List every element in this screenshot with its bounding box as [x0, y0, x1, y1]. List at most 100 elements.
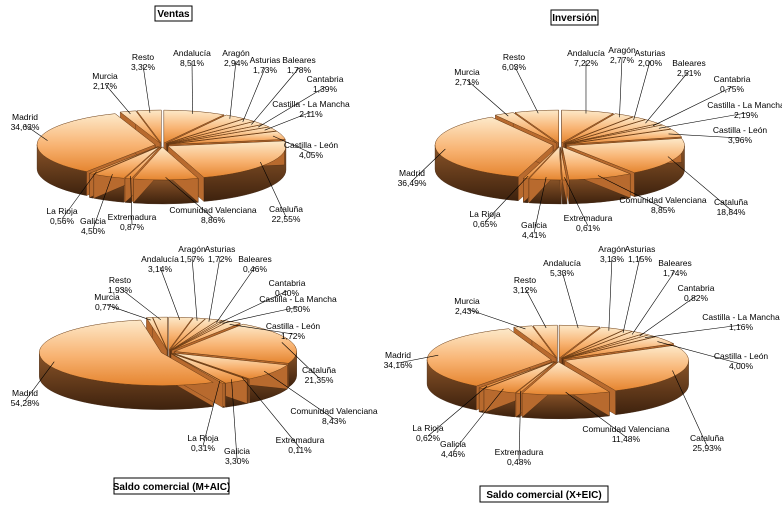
slice-label-name: Cataluña: [690, 433, 724, 443]
slice-label-name: Aragón: [608, 45, 636, 55]
slice-extremadura: [172, 353, 250, 380]
slice-label-value: 1,74%: [663, 268, 688, 278]
slice-label-name: Castilla - León: [713, 125, 768, 135]
slice-label-value: 3,12%: [513, 285, 538, 295]
leader-line: [668, 133, 741, 139]
slice-label-value: 2,11%: [299, 109, 323, 119]
chart-title-text: Inversión: [552, 13, 596, 24]
slice-label-name: Comunidad Valenciana: [169, 205, 257, 215]
slice-label-value: 4,50%: [81, 226, 106, 236]
slice-label-name: Cantabria: [307, 74, 344, 84]
slice-resto: [136, 109, 162, 144]
slice-galicia: [92, 146, 160, 179]
leader-line: [208, 256, 221, 322]
slice-label-name: Galicia: [80, 216, 106, 226]
slice-asturias: [561, 329, 634, 359]
leader-line: [565, 391, 627, 438]
slice-label-value: 0,62%: [416, 433, 441, 443]
slice-label-name: Galicia: [224, 446, 250, 456]
leader-line: [119, 287, 161, 321]
slice-label-name: Madrid: [385, 350, 411, 360]
slice-label-name: Comunidad Valenciana: [619, 195, 707, 205]
leader-line: [263, 370, 335, 420]
slice-label-name: Castilla - León: [266, 321, 321, 331]
slice-label-name: Extremadura: [495, 447, 544, 457]
slice-label-name: Baleares: [658, 258, 692, 268]
slice-label-name: La Rioja: [412, 423, 443, 433]
slice-label-name: Comunidad Valenciana: [290, 406, 378, 416]
slice-label-value: 0,11%: [288, 445, 312, 455]
slice-label-value: 0,40%: [275, 288, 300, 298]
slice-murcia: [494, 112, 558, 144]
slice-label-name: Andalucía: [141, 254, 179, 264]
leader-line: [561, 270, 579, 329]
leader-line: [452, 388, 504, 453]
slice-label-value: 7,22%: [574, 58, 599, 68]
slice-label-value: 8,43%: [322, 416, 347, 426]
slice-castilla-leon: [566, 128, 683, 145]
slice-label-name: Castilla - La Mancha: [702, 312, 780, 322]
leader-line: [159, 266, 181, 321]
chart-title-box: [113, 477, 230, 495]
leader-line: [241, 377, 301, 449]
leader-line: [667, 156, 732, 211]
leader-line: [484, 175, 529, 223]
leader-line: [411, 148, 446, 182]
slice-label-name: Castilla - La Mancha: [259, 294, 337, 304]
leader-line: [242, 67, 266, 123]
slice-resto: [532, 324, 558, 359]
slice-label-value: 6,03%: [502, 62, 527, 72]
leader-line: [518, 390, 522, 461]
slice-label-name: Castilla - León: [714, 351, 769, 361]
slice-label-name: Baleares: [282, 55, 316, 65]
slice-castilla-la-mancha: [562, 334, 657, 359]
slice-label-name: Madrid: [12, 112, 38, 122]
leader-line: [631, 270, 676, 335]
slice-castilla-leon: [171, 320, 242, 351]
leader-line: [657, 341, 742, 365]
slice-comunidad-valenciana: [132, 146, 199, 181]
leader-line: [229, 60, 237, 119]
leader-line: [130, 176, 133, 226]
leader-line: [466, 308, 526, 330]
chart-title: Inversión: [550, 9, 599, 26]
slice-label-name: Castilla - La Mancha: [272, 99, 350, 109]
slice-aragon: [563, 113, 634, 144]
slice-cataluna: [167, 140, 287, 178]
leader-line: [564, 177, 589, 227]
leader-line: [608, 256, 613, 331]
slice-murcia: [145, 317, 168, 351]
slice-label-value: 3,14%: [148, 264, 173, 274]
leader-line: [104, 83, 131, 115]
slice-madrid: [426, 328, 552, 387]
slice-label-name: Asturias: [250, 55, 281, 65]
slice-label-value: 0,87%: [120, 222, 145, 232]
leader-line: [61, 171, 97, 220]
slice-label-name: Cantabria: [714, 74, 751, 84]
slice-label-value: 4,00%: [729, 361, 754, 371]
slice-castilla-leon: [168, 131, 286, 145]
slice-label-value: 0,48%: [507, 457, 532, 467]
slice-andalucia: [168, 316, 194, 351]
slice-label-value: 34,16%: [384, 360, 413, 370]
slice-murcia: [119, 110, 161, 144]
chart-title: Saldo comercial (X+EIC): [479, 485, 609, 503]
slice-label-value: 1,16%: [729, 322, 754, 332]
slice-label-value: 2,94%: [224, 58, 249, 68]
leader-line: [466, 79, 509, 117]
slice-label-name: La Rioja: [187, 433, 218, 443]
leader-line: [619, 57, 623, 118]
slice-label-value: 1,72%: [281, 331, 306, 341]
slice-label-value: 18,84%: [717, 207, 746, 217]
leader-line: [106, 304, 151, 321]
slice-castilla-leon: [563, 336, 675, 360]
slice-comunidad-valenciana: [561, 146, 632, 181]
slice-label-value: 22,55%: [272, 214, 301, 224]
slice-la-rioja: [478, 361, 554, 389]
slice-label-name: Cataluña: [269, 204, 303, 214]
leader-line: [658, 112, 747, 129]
slice-label-value: 1,73%: [253, 65, 278, 75]
slice-madrid: [434, 116, 554, 178]
slice-label-value: 0,77%: [95, 302, 120, 312]
slice-extremadura: [560, 146, 568, 181]
